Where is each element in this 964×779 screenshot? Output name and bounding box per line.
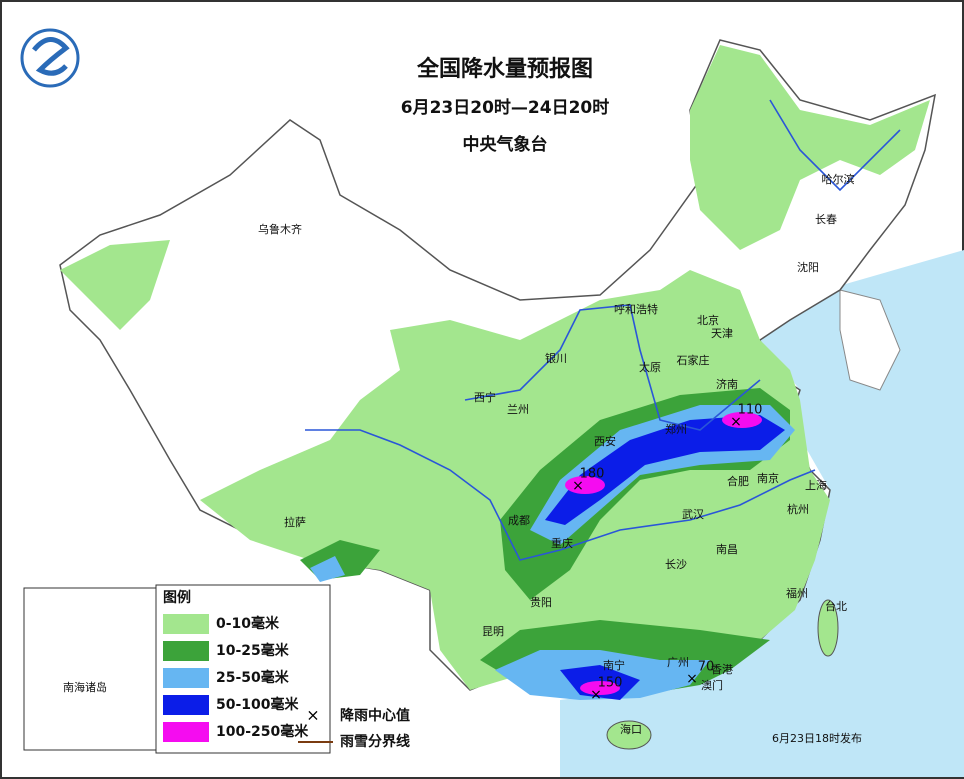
inset-label: 南海诸岛 — [63, 680, 107, 694]
center-x: × — [686, 671, 698, 687]
city-label: 昆明 — [482, 625, 504, 638]
center-value: 150 — [598, 676, 623, 691]
inset-box — [23, 587, 157, 751]
center-x: × — [730, 414, 742, 430]
period: 6月23日20时—24日20时 — [401, 98, 609, 118]
center-value: 110 — [738, 403, 763, 418]
legend-swatch — [163, 695, 209, 715]
rain-area — [580, 681, 620, 695]
city-label: 长沙 — [665, 558, 687, 571]
center-value: 180 — [580, 467, 605, 482]
rain-area — [722, 412, 762, 428]
city-label: 天津 — [711, 327, 733, 340]
city-label: 拉萨 — [284, 515, 306, 529]
city-label: 重庆 — [551, 536, 573, 550]
city-label: 哈尔滨 — [822, 172, 855, 186]
legend-title: 图例 — [163, 589, 191, 606]
city-label: 海口 — [620, 722, 642, 736]
river — [305, 429, 816, 561]
rain-area — [60, 240, 170, 330]
city-label: 武汉 — [682, 508, 704, 521]
city-label: 杭州 — [787, 502, 809, 516]
legend-swatch — [163, 668, 209, 688]
city-label: 澳门 — [701, 678, 723, 692]
city-label: 银川 — [545, 351, 567, 365]
city-label: 南宁 — [603, 658, 625, 672]
city-label: 兰州 — [507, 403, 529, 416]
rain-area — [200, 270, 830, 695]
river — [769, 99, 901, 192]
city-label: 福州 — [786, 586, 808, 600]
legend: 0-10毫米 10-25毫米 25-50毫米 50-100毫米 100-250毫米 — [163, 614, 309, 742]
title: 全国降水量预报图 — [416, 56, 593, 82]
city-label: 贵阳 — [530, 596, 552, 609]
rain-centers: ×110×180×150 ×70 — [572, 403, 762, 704]
center-x: × — [572, 478, 584, 494]
city-label: 乌鲁木齐 — [258, 222, 302, 236]
center-x: × — [590, 687, 602, 703]
legend-label: 10-25毫米 — [216, 642, 290, 659]
taiwan — [817, 599, 839, 657]
river — [464, 304, 761, 431]
issuer: 中央气象台 — [463, 134, 548, 155]
legend-label: 0-10毫米 — [216, 615, 280, 632]
legend-label: 50-100毫米 — [216, 696, 300, 713]
issued-time: 6月23日18时发布 — [772, 731, 862, 745]
rain-bands — [60, 45, 930, 700]
rain-area — [565, 476, 605, 494]
city-label: 台北 — [825, 599, 847, 613]
city-label: 济南 — [716, 377, 738, 391]
city-label: 呼和浩特 — [614, 302, 658, 316]
legend-swatch — [163, 614, 209, 634]
city-label: 郑州 — [665, 422, 687, 436]
rain-area — [690, 45, 930, 250]
city-label: 长春 — [815, 213, 837, 226]
city-label: 广州 — [667, 656, 689, 669]
city-label: 南昌 — [716, 543, 738, 556]
city-label: 合肥 — [727, 474, 749, 488]
city-label: 上海 — [805, 478, 827, 492]
legend-swatch — [163, 641, 209, 661]
city-label: 成都 — [508, 514, 530, 527]
legend-swatch — [163, 722, 209, 742]
center-marker-label: 降雨中心值 — [340, 707, 410, 724]
city-label: 太原 — [639, 361, 661, 374]
snow-line-label: 雨雪分界线 — [340, 733, 410, 750]
city-label: 北京 — [697, 313, 719, 327]
center-symbol: × — [306, 706, 319, 725]
logo-mark — [32, 37, 70, 76]
hainan — [606, 720, 652, 750]
city-label: 石家庄 — [677, 353, 710, 367]
city-label: 沈阳 — [797, 260, 819, 274]
center-value: 70 — [698, 660, 715, 675]
city-label: 西安 — [594, 434, 616, 448]
city-label: 香港 — [711, 663, 733, 676]
rain-area — [545, 415, 785, 525]
legend-label: 100-250毫米 — [216, 723, 309, 740]
city-label: 南京 — [757, 471, 779, 485]
korea — [839, 289, 901, 391]
rain-area — [310, 556, 345, 582]
legend-label: 25-50毫米 — [216, 669, 290, 686]
city-label: 西宁 — [474, 390, 496, 404]
